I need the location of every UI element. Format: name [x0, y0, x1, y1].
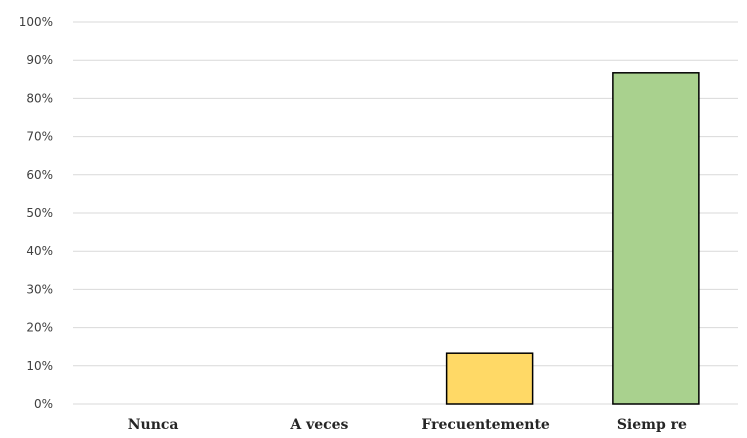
bars: [445, 72, 700, 405]
y-tick-label: 70%: [26, 130, 53, 144]
x-axis-ticks: Nunca A veces Frecuentemente Siemp re: [128, 417, 687, 433]
gridlines: [73, 21, 738, 405]
bar-frecuentemente: [445, 352, 534, 405]
x-tick-label: Frecuentemente: [421, 417, 550, 433]
y-tick-label: 30%: [26, 282, 53, 296]
y-tick-label: 100%: [19, 15, 53, 29]
y-tick-label: 90%: [26, 53, 53, 67]
x-tick-label: Siemp re: [617, 417, 687, 433]
y-tick-label: 60%: [26, 168, 53, 182]
y-tick-label: 10%: [26, 359, 53, 373]
x-tick-label: A veces: [289, 417, 348, 433]
x-tick-label: Nunca: [128, 417, 179, 433]
y-tick-label: 20%: [26, 321, 53, 335]
y-tick-label: 50%: [26, 206, 53, 220]
y-tick-label: 40%: [26, 244, 53, 258]
y-axis-ticks: 0% 10% 20% 30% 40% 50% 60% 70% 80% 90% 100%: [19, 15, 53, 411]
bar-siemp-re: [612, 72, 700, 405]
y-tick-label: 0%: [34, 397, 53, 411]
y-tick-label: 80%: [26, 91, 53, 105]
